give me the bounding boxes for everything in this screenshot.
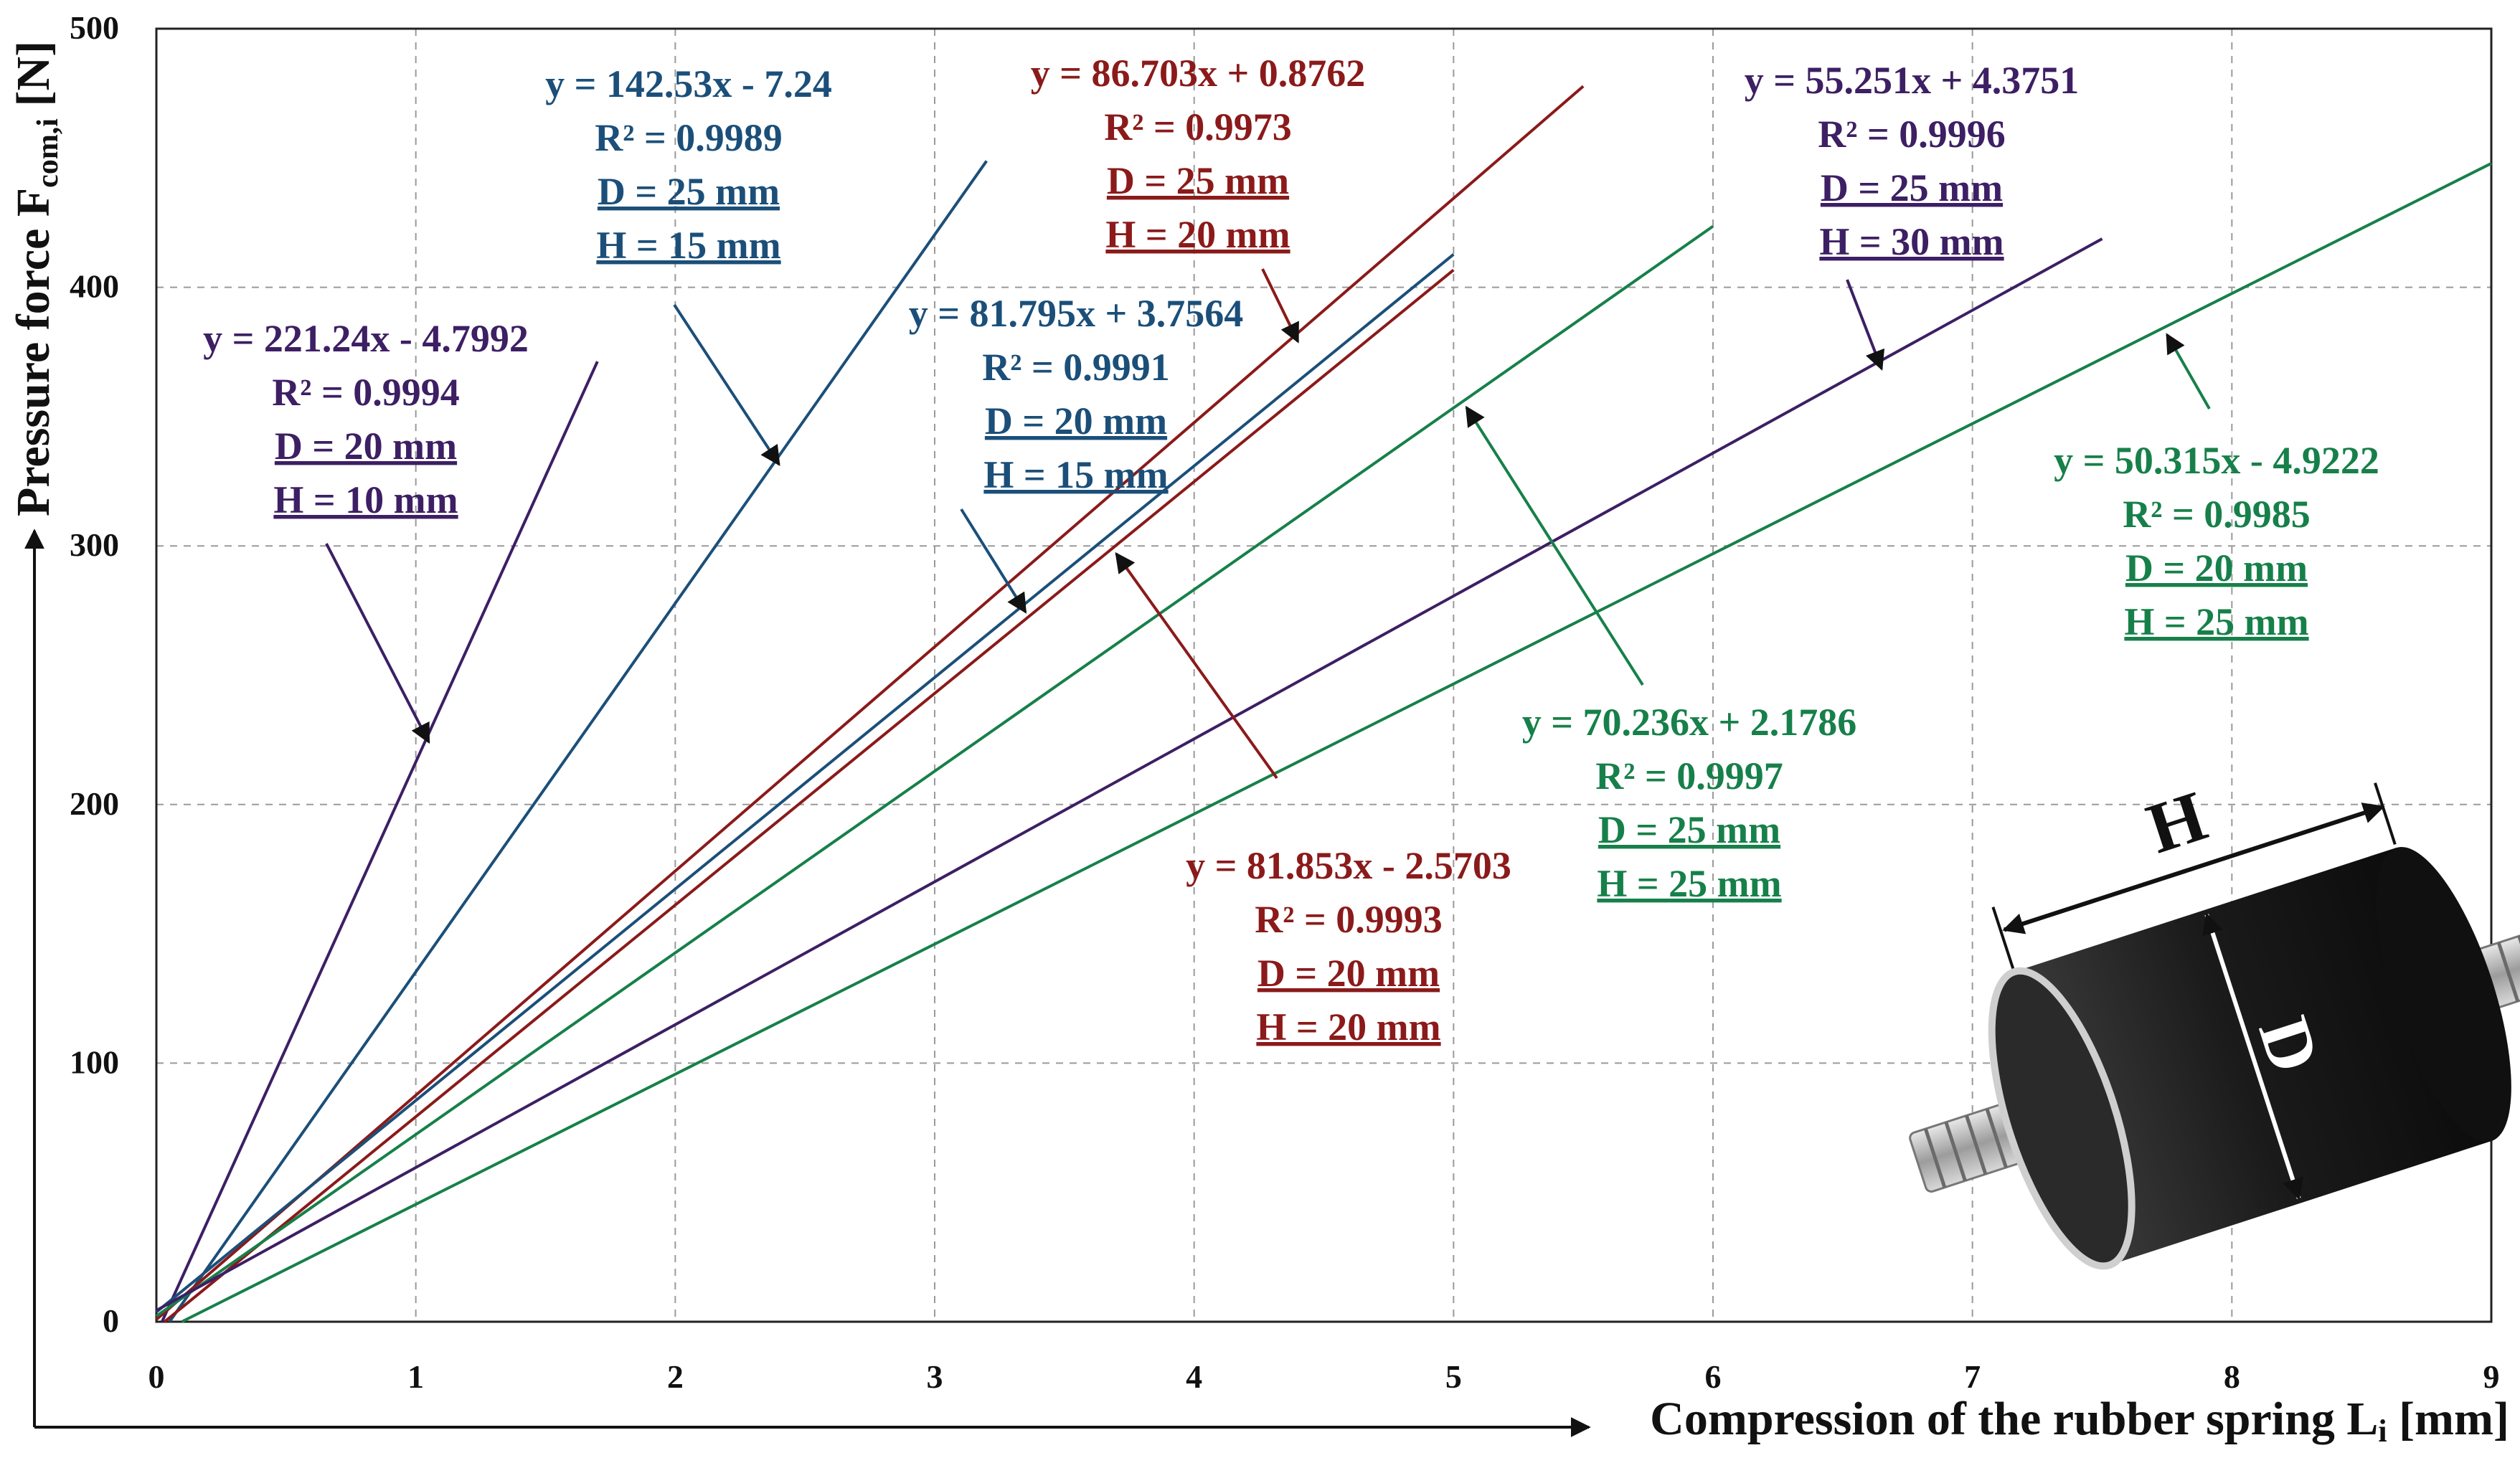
series-line <box>155 224 1714 1317</box>
height-label: H = 25 mm <box>2124 600 2308 643</box>
r-squared-label: R² = 0.9985 <box>2123 493 2310 536</box>
annotation-arrow <box>1846 279 1885 371</box>
x-tick-label: 7 <box>1964 1358 1981 1395</box>
annotation-arrow <box>325 543 430 744</box>
diameter-label: D = 25 mm <box>598 170 780 213</box>
x-tick-label: 8 <box>2224 1358 2240 1395</box>
diameter-label: D = 25 mm <box>1598 808 1780 851</box>
height-label: H = 20 mm <box>1256 1005 1440 1048</box>
diameter-label: D = 25 mm <box>1107 159 1289 202</box>
y-tick-label: 500 <box>70 9 119 46</box>
series-annotation: y = 86.703x + 0.8762 R² = 0.9973 D = 25 mm… <box>1031 52 1366 344</box>
series-line <box>168 160 988 1323</box>
h-dimension-arrow <box>2002 803 2385 934</box>
annotation-arrow <box>960 508 1027 614</box>
r-squared-label: R² = 0.9993 <box>1255 898 1442 941</box>
r-squared-label: R² = 0.9991 <box>982 346 1169 389</box>
equation-label: y = 221.24x - 4.7992 <box>203 317 529 360</box>
rubber-spring-illustration: H D <box>1909 776 2520 1270</box>
r-squared-label: R² = 0.9996 <box>1818 113 2005 156</box>
series-line <box>156 237 2103 1312</box>
h-dimension-tick-left <box>1991 906 2015 970</box>
series-line <box>181 162 2492 1323</box>
x-tick-label: 3 <box>927 1358 943 1395</box>
r-squared-label: R² = 0.9989 <box>595 116 782 159</box>
h-dimension-label: H <box>2138 776 2215 869</box>
axis-ticks: 0 1 2 3 4 5 6 7 8 9 0 100 200 300 400 500 <box>70 9 2500 1395</box>
annotation-arrow <box>1115 552 1278 780</box>
series-annotation: y = 142.53x - 7.24 R² = 0.9989 D = 25 mm H … <box>545 62 832 466</box>
y-axis-title: Pressure force Fcom,i [N] <box>7 41 65 516</box>
d-dimension-arrow <box>2202 912 2303 1201</box>
equation-label: y = 70.236x + 2.1786 <box>1522 701 1857 744</box>
series-annotation: y = 81.795x + 3.7564 R² = 0.9991 D = 20 mm… <box>909 292 1244 614</box>
rubber-front-face <box>1988 967 2136 1270</box>
series-annotation: y = 55.251x + 4.3751 R² = 0.9996 D = 25 mm… <box>1745 59 2080 371</box>
series-annotation: y = 221.24x - 4.7992 R² = 0.9994 D = 20 mm… <box>203 317 529 744</box>
equation-label: y = 142.53x - 7.24 <box>545 62 832 105</box>
x-tick-label: 5 <box>1445 1358 1462 1395</box>
annotation-arrow <box>1465 405 1644 686</box>
equation-label: y = 81.853x - 2.5703 <box>1186 844 1511 887</box>
y-tick-label: 0 <box>103 1302 119 1339</box>
height-label: H = 10 mm <box>273 478 458 521</box>
equation-label: y = 81.795x + 3.7564 <box>909 292 1244 335</box>
series-annotation: y = 70.236x + 2.1786 R² = 0.9997 D = 25 mm… <box>1465 405 1857 905</box>
diameter-label: D = 25 mm <box>1821 166 2003 209</box>
diameter-label: D = 20 mm <box>2125 546 2308 590</box>
equation-label: y = 86.703x + 0.8762 <box>1031 52 1366 95</box>
x-tick-label: 2 <box>667 1358 684 1395</box>
height-label: H = 30 mm <box>1819 220 2004 263</box>
x-tick-label: 1 <box>407 1358 424 1395</box>
annotation-arrow <box>1261 268 1300 344</box>
annotation-arrow <box>673 303 780 466</box>
x-axis-title: Compression of the rubber spring Li [mm] <box>1650 1393 2509 1449</box>
height-label: H = 15 mm <box>596 224 780 267</box>
height-label: H = 15 mm <box>983 453 1168 496</box>
y-tick-label: 100 <box>70 1043 119 1080</box>
h-dimension-tick-right <box>2374 782 2397 845</box>
diameter-label: D = 20 mm <box>1257 952 1440 995</box>
series-line <box>155 253 1455 1314</box>
series-line <box>164 268 1455 1323</box>
plot-frame <box>155 27 2493 1323</box>
equation-label: y = 55.251x + 4.3751 <box>1745 59 2080 102</box>
height-label: H = 20 mm <box>1105 213 1290 256</box>
r-squared-label: R² = 0.9997 <box>1595 754 1783 797</box>
y-tick-label: 300 <box>70 526 119 563</box>
diameter-label: D = 20 mm <box>275 425 457 468</box>
rubber-back-face <box>2376 846 2511 1142</box>
x-tick-label: 4 <box>1186 1358 1202 1395</box>
r-squared-label: R² = 0.9973 <box>1104 105 1291 148</box>
r-squared-label: R² = 0.9994 <box>272 371 459 414</box>
annotation-arrow <box>2166 333 2211 410</box>
y-tick-label: 400 <box>70 268 119 305</box>
series-line <box>161 361 599 1322</box>
y-tick-label: 200 <box>70 785 119 822</box>
height-label: H = 25 mm <box>1597 862 1781 905</box>
series-line <box>155 85 1585 1321</box>
diameter-label: D = 20 mm <box>985 399 1167 442</box>
series-annotation: y = 50.315x - 4.9222 R² = 0.9985 D = 20 mm… <box>2054 333 2379 643</box>
series-lines <box>155 85 2492 1323</box>
x-tick-label: 0 <box>148 1358 165 1395</box>
equation-label: y = 50.315x - 4.9222 <box>2054 439 2379 482</box>
x-tick-label: 9 <box>2483 1358 2500 1395</box>
x-tick-label: 6 <box>1705 1358 1722 1395</box>
annotations: y = 221.24x - 4.7992 R² = 0.9994 D = 20 mm… <box>203 52 2379 1048</box>
series-annotation: y = 81.853x - 2.5703 R² = 0.9993 D = 20 mm… <box>1115 552 1511 1048</box>
